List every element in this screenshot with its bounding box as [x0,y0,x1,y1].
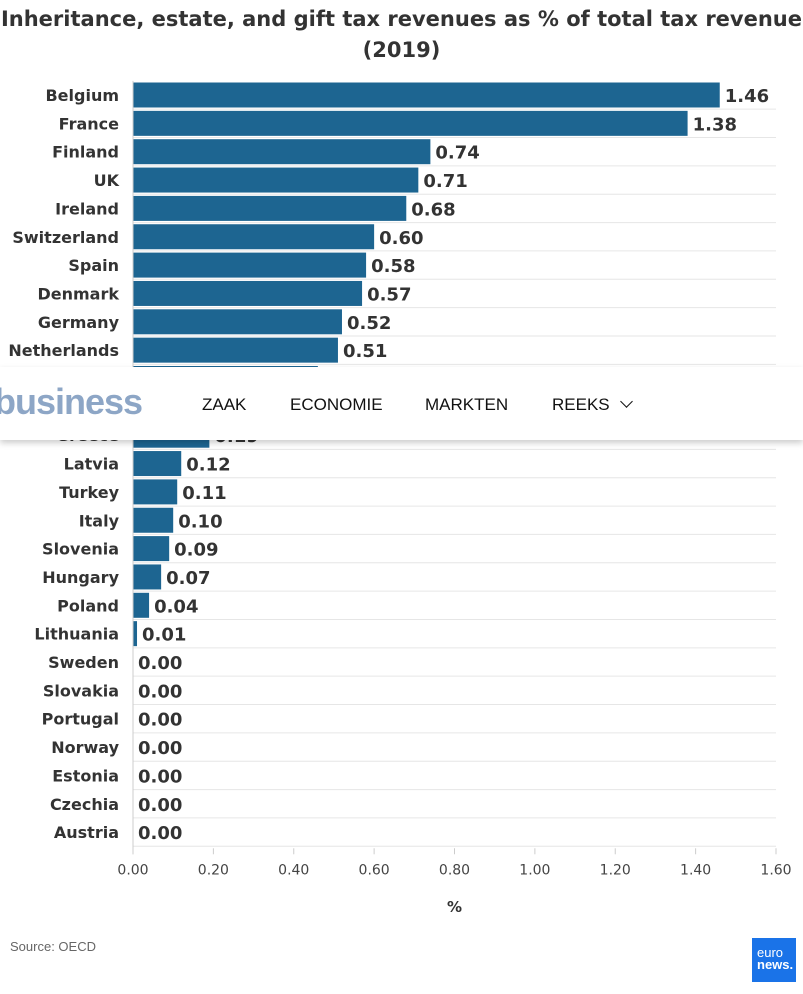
euronews-logo: euro news. [752,938,796,982]
category-label: Hungary [42,568,119,587]
bar [133,252,367,278]
category-label: Germany [38,313,120,332]
bar [133,592,150,618]
category-label: Poland [57,596,119,615]
bar [133,479,178,505]
bar [133,536,170,562]
category-label: Slovakia [43,681,119,700]
x-tick-label: 0.00 [117,862,148,878]
category-label: Ireland [55,199,119,218]
nav-item-economie[interactable]: ECONOMIE [290,395,383,414]
category-label: Austria [54,823,119,842]
data-label: 0.12 [186,455,230,476]
data-label: 0.01 [142,625,186,646]
bar [133,564,162,590]
bar [133,621,138,647]
category-label: Switzerland [12,228,119,247]
nav-item-zaak[interactable]: ZAAK [202,395,247,414]
category-label: Lithuania [34,625,119,644]
data-label: 0.07 [166,568,210,589]
data-label: 0.04 [154,596,198,617]
category-label: Netherlands [8,341,119,360]
category-label: Italy [79,511,120,530]
category-label: France [59,114,119,133]
bar [133,309,342,335]
x-tick-label: 1.00 [519,862,550,878]
x-tick-label: 1.40 [680,862,711,878]
x-tick-label: 0.80 [439,862,470,878]
nav-item-markten[interactable]: MARKTEN [425,395,509,414]
data-label: 0.51 [343,341,387,362]
category-label: Czechia [50,795,119,814]
category-label: Portugal [42,710,119,729]
x-tick-label: 0.40 [278,862,309,878]
nav-item-reeks-label: REEKS [552,395,610,414]
data-label: 0.11 [182,483,226,504]
data-label: 0.10 [178,511,222,532]
data-label: 0.00 [138,653,182,674]
x-tick-label: 1.60 [760,862,791,878]
category-label: Spain [68,256,119,275]
bar [133,507,174,533]
data-label: 0.68 [411,199,455,220]
data-label: 0.00 [138,710,182,731]
category-label: Norway [51,738,119,757]
data-label: 0.60 [379,228,423,249]
chevron-down-icon [620,395,634,408]
data-label: 0.09 [174,540,218,561]
bar [133,82,720,108]
data-label: 0.52 [347,313,391,334]
bar [133,337,338,363]
category-label: Finland [52,143,119,162]
source-note: Source: OECD [10,939,96,954]
bar [133,451,182,477]
x-tick-label: 1.20 [600,862,631,878]
bar [133,167,419,193]
bar [133,280,363,306]
bar [133,110,688,136]
category-label: Turkey [59,483,120,502]
category-label: Latvia [64,455,119,474]
category-label: Denmark [37,284,119,303]
chart-title: Inheritance, estate, and gift tax revenu… [0,7,803,62]
bar [133,195,407,221]
data-label: 0.00 [138,823,182,844]
data-label: 1.38 [693,114,737,135]
data-label: 0.57 [367,284,411,305]
nav-item-reeks[interactable]: REEKS [552,395,634,415]
data-label: 0.58 [371,256,415,277]
data-label: 0.74 [435,143,479,164]
overlay-nav-bar: business ZAAK ECONOMIE MARKTEN REEKS [0,367,803,440]
category-label: Sweden [48,653,119,672]
business-logo[interactable]: business [0,381,143,422]
bar [133,139,431,165]
data-label: 1.46 [725,86,769,107]
data-label: 0.00 [138,738,182,759]
x-tick-label: 0.20 [198,862,229,878]
data-label: 0.00 [138,681,182,702]
bar [133,224,375,250]
x-tick-label: 0.60 [359,862,390,878]
category-label: Belgium [45,86,119,105]
data-label: 0.00 [138,766,182,787]
data-label: 0.71 [423,171,467,192]
category-label: Estonia [52,766,119,785]
category-label: Slovenia [42,540,119,559]
x-axis-label: % [447,898,462,916]
category-label: UK [94,171,120,190]
data-label: 0.00 [138,795,182,816]
